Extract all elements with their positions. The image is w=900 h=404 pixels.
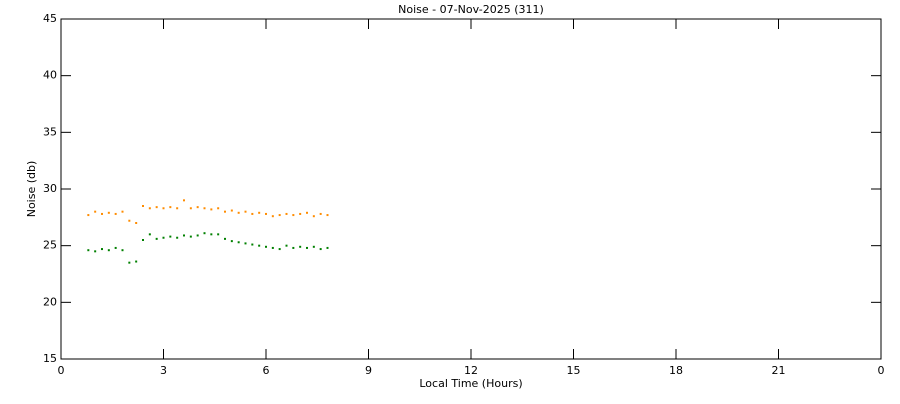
point: [128, 219, 131, 222]
point: [312, 215, 315, 218]
point: [203, 232, 206, 235]
x-axis-label: Local Time (Hours): [419, 377, 522, 390]
y-tick-label: 20: [43, 295, 57, 308]
point: [189, 207, 192, 210]
x-tick-label: 6: [263, 364, 270, 377]
point: [128, 261, 131, 264]
point: [101, 248, 103, 251]
point: [196, 206, 199, 209]
point: [217, 233, 220, 236]
point: [183, 234, 185, 237]
x-tick-label: 18: [669, 364, 683, 377]
point: [162, 236, 165, 239]
point: [148, 207, 151, 210]
point: [224, 210, 226, 213]
point: [142, 239, 144, 241]
point: [299, 245, 302, 248]
point: [189, 235, 192, 238]
x-tick-label: 0: [878, 364, 885, 377]
point: [230, 240, 233, 243]
point: [285, 212, 288, 215]
point: [271, 215, 274, 218]
plot-frame: [60, 18, 882, 360]
x-tick-label: 0: [58, 364, 65, 377]
point: [299, 212, 302, 215]
point: [169, 235, 172, 238]
point: [162, 207, 165, 210]
y-tick-label: 45: [43, 12, 57, 25]
x-tick-label: 21: [772, 364, 786, 377]
point: [217, 207, 220, 210]
point: [210, 208, 213, 211]
x-tick-label: 12: [464, 364, 478, 377]
point: [244, 242, 247, 245]
point: [107, 211, 110, 214]
point: [306, 246, 308, 249]
point: [107, 249, 110, 252]
point: [230, 209, 233, 212]
point: [114, 246, 117, 249]
y-tick-label: 30: [43, 182, 57, 195]
chart-title: Noise - 07-Nov-2025 (311): [398, 3, 544, 16]
point: [121, 210, 124, 213]
point: [265, 212, 267, 215]
point: [94, 250, 97, 253]
point: [258, 211, 261, 214]
point: [183, 199, 185, 202]
x-tick-label: 15: [567, 364, 581, 377]
x-tick-label: 3: [160, 364, 167, 377]
point: [87, 214, 90, 217]
point: [94, 210, 97, 213]
y-tick-label: 40: [43, 69, 57, 82]
point: [101, 212, 103, 215]
point: [237, 241, 240, 244]
point: [312, 245, 315, 248]
point: [237, 211, 240, 214]
point: [203, 207, 206, 210]
point: [155, 237, 158, 240]
point: [176, 207, 179, 210]
point: [114, 212, 117, 215]
point: [306, 211, 308, 214]
point: [135, 260, 138, 263]
point: [292, 246, 295, 249]
point: [285, 244, 288, 247]
y-tick-label: 25: [43, 239, 57, 252]
point: [142, 205, 144, 207]
point: [244, 210, 247, 213]
x-tick-label: 9: [365, 364, 372, 377]
point: [251, 212, 254, 215]
point: [265, 245, 267, 248]
point: [169, 206, 172, 209]
point: [224, 237, 226, 240]
point: [210, 233, 213, 236]
point: [87, 249, 90, 252]
point: [319, 248, 322, 251]
point: [148, 233, 151, 236]
y-tick-label: 35: [43, 125, 57, 138]
point: [278, 248, 281, 251]
point: [319, 212, 322, 215]
point: [258, 244, 261, 247]
point: [135, 222, 138, 224]
point: [155, 206, 158, 209]
point: [196, 234, 199, 237]
point: [292, 214, 295, 217]
point: [271, 246, 274, 249]
point: [278, 214, 281, 217]
y-axis-label: Noise (db): [25, 161, 38, 218]
point: [326, 246, 329, 249]
point: [251, 243, 254, 246]
y-tick-label: 15: [43, 352, 57, 365]
point: [176, 236, 179, 239]
point: [326, 214, 329, 217]
point: [121, 249, 124, 252]
